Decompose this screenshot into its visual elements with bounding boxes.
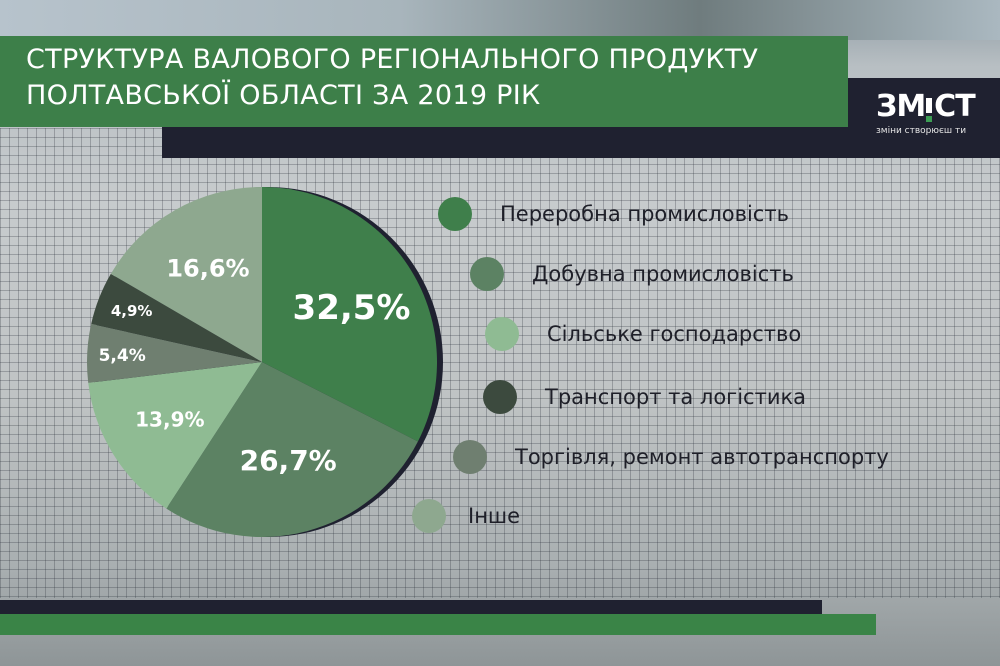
page-title: СТРУКТУРА ВАЛОВОГО РЕГІОНАЛЬНОГО ПРОДУКТ… (26, 42, 758, 114)
legend-swatch-icon (453, 440, 487, 474)
slice-label: 5,4% (99, 346, 146, 366)
legend-label: Сільське господарство (547, 322, 802, 346)
pie-slice (86, 323, 262, 383)
slice-label: 16,6% (166, 254, 249, 282)
legend-label: Інше (468, 504, 521, 528)
logo-tagline: зміни створюєш ти (876, 126, 967, 136)
legend-item: Торгівля, ремонт автотранспорту (453, 440, 889, 474)
logo-wordmark: ЗМ СТ (876, 89, 976, 124)
legend-swatch-icon (483, 380, 517, 414)
legend-swatch-icon (412, 499, 446, 533)
slice-label: 13,9% (135, 407, 204, 431)
pie-slice (91, 273, 262, 362)
pie-slice (166, 362, 418, 538)
legend-swatch-icon (485, 317, 519, 351)
pie-slice (88, 362, 262, 509)
logo-exclamation-icon (926, 98, 933, 122)
title-line-2: ПОЛТАВСЬКОЇ ОБЛАСТІ ЗА 2019 РІК (26, 80, 541, 111)
slice-label: 4,9% (111, 302, 153, 320)
legend-label: Торгівля, ремонт автотранспорту (515, 445, 889, 469)
background-top-photo (0, 0, 1000, 40)
legend-item: Транспорт та логістика (483, 380, 806, 414)
legend-label: Добувна промисловість (532, 262, 794, 286)
legend-item: Переробна промисловість (438, 197, 789, 231)
pie-slice (262, 187, 437, 442)
legend-item: Добувна промисловість (470, 257, 794, 291)
title-bar (0, 36, 848, 127)
legend-label: Переробна промисловість (500, 202, 789, 226)
legend-item: Інше (412, 499, 520, 533)
bottom-dark-stripe (0, 600, 822, 614)
slice-label: 26,7% (240, 444, 337, 477)
logo: ЗМ СТ зміни створюєш ти (876, 89, 976, 137)
slice-label: 32,5% (293, 288, 411, 328)
legend-label: Транспорт та логістика (545, 385, 807, 409)
logo-text-part2: СТ (934, 89, 975, 124)
logo-text-part1: ЗМ (876, 89, 926, 124)
legend-swatch-icon (438, 197, 472, 231)
bottom-green-stripe (0, 614, 876, 635)
title-line-1: СТРУКТУРА ВАЛОВОГО РЕГІОНАЛЬНОГО ПРОДУКТ… (26, 44, 759, 75)
legend-swatch-icon (470, 257, 504, 291)
pie-slice (110, 187, 262, 362)
legend-item: Сільське господарство (485, 317, 801, 351)
